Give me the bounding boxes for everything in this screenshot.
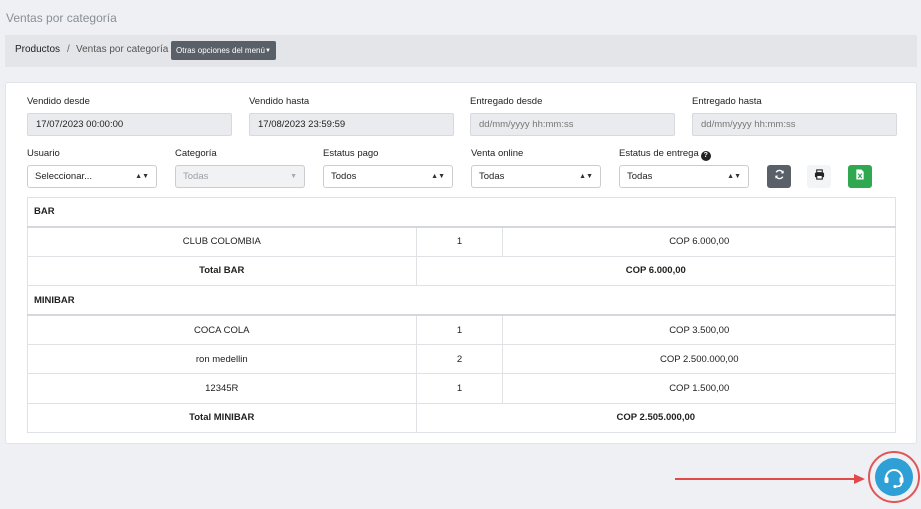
product-cell: 12345R (27, 373, 417, 404)
categoria-select: Todas ▼ (175, 165, 305, 188)
product-cell: CLUB COLOMBIA (27, 226, 417, 257)
estatus-pago-select-value: Todos (331, 171, 357, 182)
group-header-row: BAR (27, 196, 896, 228)
total-label-cell: Total MINIBAR (27, 402, 417, 434)
amount-cell: COP 1.500,00 (502, 373, 896, 404)
categoria-select-value: Todas (183, 171, 209, 182)
total-amount-cell: COP 6.000,00 (415, 255, 897, 287)
annotation-arrow-head (854, 474, 865, 484)
estatus-entrega-label: Estatus de entrega (619, 148, 699, 159)
vendido-hasta-label: Vendido hasta (249, 96, 310, 107)
select-arrows-icon: ▲▼ (135, 173, 149, 180)
table-row: COCA COLA 1 COP 3.500,00 (27, 314, 896, 345)
product-cell: COCA COLA (27, 314, 417, 345)
other-options-menu-label: Otras opciones del menú (176, 46, 265, 55)
chevron-down-icon: ▼ (290, 173, 297, 180)
vendido-desde-label: Vendido desde (27, 96, 90, 107)
headset-icon (884, 469, 904, 489)
estatus-entrega-label-wrap: Estatus de entrega? (619, 148, 711, 161)
breadcrumb-link-productos[interactable]: Productos (15, 44, 61, 55)
venta-online-label: Venta online (471, 148, 524, 159)
qty-cell: 1 (415, 226, 504, 257)
estatus-entrega-select[interactable]: Todas ▲▼ (619, 165, 749, 188)
amount-cell: COP 2.500.000,00 (502, 343, 896, 375)
breadcrumb-current: Ventas por categoría (76, 44, 169, 55)
breadcrumb-separator: / (67, 44, 70, 55)
categoria-label: Categoría (175, 148, 217, 159)
excel-file-icon (856, 169, 864, 180)
group-total-row: Total BAR COP 6.000,00 (27, 255, 897, 287)
vendido-desde-input[interactable]: 17/07/2023 00:00:00 (27, 113, 232, 136)
select-arrows-icon: ▲▼ (579, 173, 593, 180)
group-name: MINIBAR (27, 285, 896, 317)
sales-by-category-table: BAR CLUB COLOMBIA 1 COP 6.000,00 Total B… (27, 196, 897, 434)
qty-cell: 2 (415, 343, 504, 375)
table-row: ron medellin 2 COP 2.500.000,00 (27, 343, 896, 375)
entregado-desde-input[interactable]: dd/mm/yyyy hh:mm:ss (470, 113, 675, 136)
amount-cell: COP 6.000,00 (502, 226, 896, 257)
table-row: CLUB COLOMBIA 1 COP 6.000,00 (27, 226, 896, 257)
qty-cell: 1 (415, 314, 504, 345)
group-name: BAR (27, 196, 896, 228)
export-excel-button[interactable] (848, 165, 872, 188)
usuario-label: Usuario (27, 148, 60, 159)
report-panel: Vendido desde Vendido hasta Entregado de… (5, 82, 917, 444)
vendido-hasta-input[interactable]: 17/08/2023 23:59:59 (249, 113, 454, 136)
amount-cell: COP 3.500,00 (502, 314, 896, 345)
estatus-pago-select[interactable]: Todos ▲▼ (323, 165, 453, 188)
usuario-select[interactable]: Seleccionar... ▲▼ (27, 165, 157, 188)
question-circle-icon[interactable]: ? (700, 151, 711, 161)
product-cell: ron medellin (27, 343, 417, 375)
other-options-menu-button[interactable]: Otras opciones del menú▼ (171, 41, 276, 60)
total-amount-cell: COP 2.505.000,00 (415, 402, 897, 434)
entregado-hasta-label: Entregado hasta (692, 96, 762, 107)
entregado-desde-label: Entregado desde (470, 96, 543, 107)
breadcrumb: Productos / Ventas por categoría Otras o… (5, 35, 917, 67)
table-row: 12345R 1 COP 1.500,00 (27, 373, 896, 404)
support-chat-button[interactable] (875, 458, 913, 496)
caret-down-icon: ▼ (264, 48, 271, 54)
refresh-button[interactable] (767, 165, 791, 188)
print-button[interactable] (807, 165, 831, 188)
estatus-entrega-select-value: Todas (627, 171, 653, 182)
select-arrows-icon: ▲▼ (727, 173, 741, 180)
select-arrows-icon: ▲▼ (431, 173, 445, 180)
page-title: Ventas por categoría (6, 11, 117, 25)
venta-online-select-value: Todas (479, 171, 505, 182)
qty-cell: 1 (415, 373, 504, 404)
annotation-highlight-circle (868, 451, 920, 503)
venta-online-select[interactable]: Todas ▲▼ (471, 165, 601, 188)
estatus-pago-label: Estatus pago (323, 148, 379, 159)
entregado-hasta-input[interactable]: dd/mm/yyyy hh:mm:ss (692, 113, 897, 136)
usuario-select-value: Seleccionar... (35, 171, 93, 182)
group-total-row: Total MINIBAR COP 2.505.000,00 (27, 402, 897, 434)
annotation-arrow-line (675, 478, 858, 480)
group-header-row: MINIBAR (27, 285, 896, 317)
total-label-cell: Total BAR (27, 255, 417, 287)
print-icon (814, 169, 824, 180)
refresh-icon (774, 169, 784, 180)
